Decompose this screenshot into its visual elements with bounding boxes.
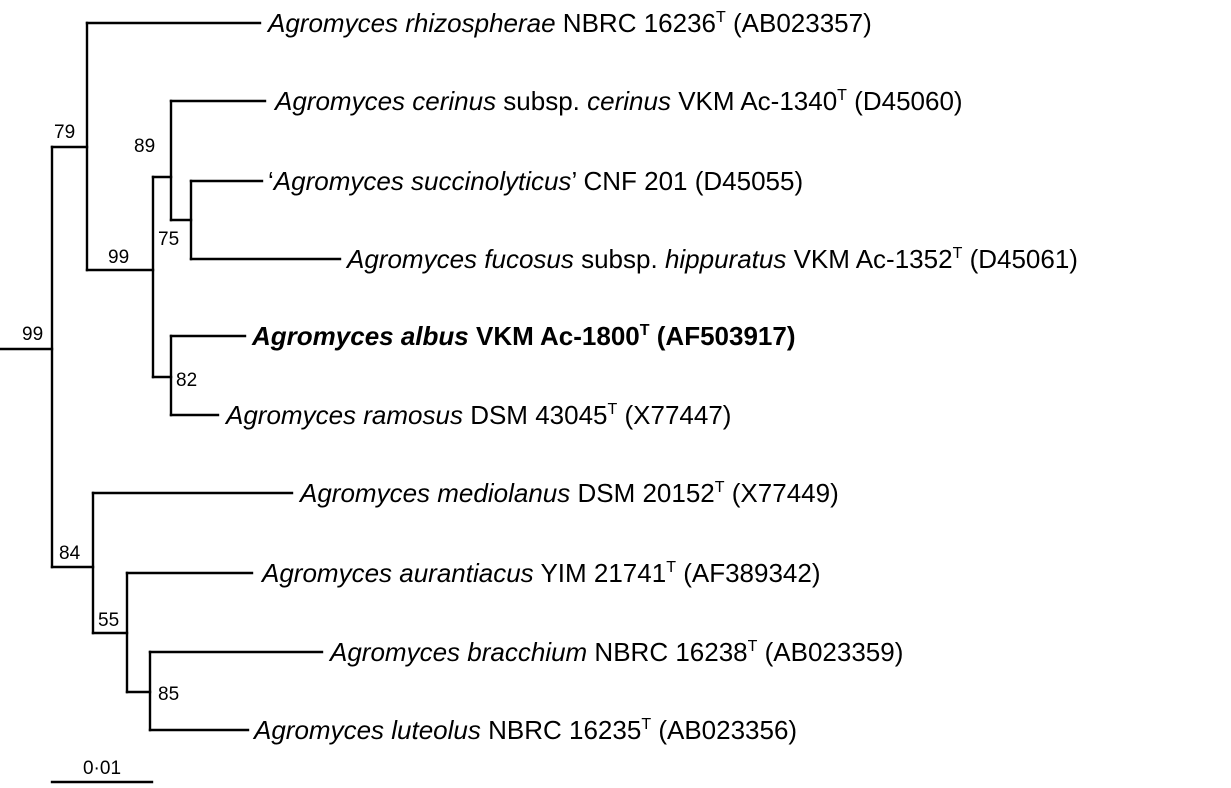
- bootstrap-inner-clade: 99: [108, 247, 129, 268]
- taxon-label: ‘Agromyces succinolyticus’ CNF 201 (D450…: [268, 166, 803, 196]
- taxon-label: Agromyces rhizospherae NBRC 16236T (AB02…: [266, 8, 872, 38]
- bootstrap-succino-fucosus: 75: [158, 229, 179, 250]
- bootstrap-root: 99: [22, 324, 43, 345]
- taxon-label: Agromyces cerinus subsp. cerinus VKM Ac-…: [273, 86, 963, 116]
- bootstrap-albus-ramosus: 82: [176, 370, 197, 391]
- scale-bar-label: 0·01: [83, 758, 121, 779]
- bootstrap-lower-clade: 84: [59, 543, 81, 564]
- taxon-label: Agromyces mediolanus DSM 20152T (X77449): [298, 478, 839, 508]
- bootstrap-upper-clade: 79: [54, 122, 75, 143]
- taxon-label: Agromyces ramosus DSM 43045T (X77447): [224, 400, 731, 430]
- bootstrap-bracchium-luteolus: 85: [158, 684, 179, 705]
- taxon-label: Agromyces bracchium NBRC 16238T (AB02335…: [328, 637, 903, 667]
- taxon-label: Agromyces fucosus subsp. hippuratus VKM …: [345, 244, 1078, 274]
- taxon-label-highlighted: Agromyces albus VKM Ac-1800T (AF503917): [251, 321, 796, 351]
- bootstrap-aurantiacus-group: 55: [98, 610, 119, 631]
- taxon-label: Agromyces luteolus NBRC 16235T (AB023356…: [252, 715, 797, 745]
- taxon-label: Agromyces aurantiacus YIM 21741T (AF3893…: [260, 558, 821, 588]
- bootstrap-cerinus-group: 89: [134, 136, 155, 157]
